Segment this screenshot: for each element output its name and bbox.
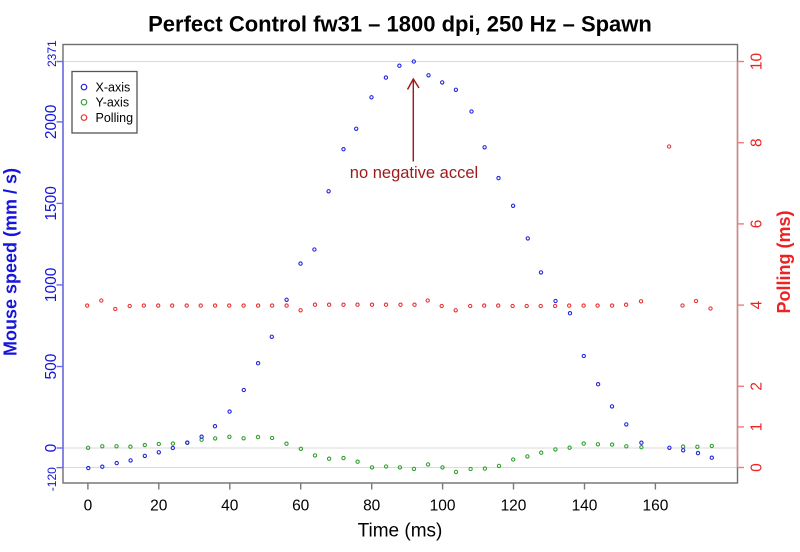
- svg-text:0: 0: [749, 463, 766, 472]
- svg-text:2: 2: [749, 382, 766, 391]
- svg-text:8: 8: [749, 138, 766, 147]
- svg-text:Mouse speed (mm / s): Mouse speed (mm / s): [1, 168, 21, 356]
- svg-text:120: 120: [501, 498, 527, 515]
- svg-text:2371: 2371: [45, 40, 59, 67]
- svg-text:40: 40: [221, 498, 239, 515]
- svg-text:1000: 1000: [43, 267, 60, 302]
- svg-text:6: 6: [749, 220, 766, 229]
- svg-text:Polling: Polling: [96, 111, 134, 125]
- svg-text:20: 20: [150, 498, 168, 515]
- svg-text:4: 4: [749, 300, 766, 309]
- svg-text:1: 1: [749, 423, 766, 432]
- svg-text:X-axis: X-axis: [96, 80, 131, 94]
- svg-text:10: 10: [749, 53, 766, 71]
- svg-text:2000: 2000: [43, 104, 60, 139]
- svg-text:Perfect Control fw31 – 1800 dp: Perfect Control fw31 – 1800 dpi, 250 Hz …: [148, 12, 652, 37]
- svg-text:Y-axis: Y-axis: [96, 96, 130, 110]
- svg-text:100: 100: [430, 498, 456, 515]
- svg-text:0: 0: [84, 498, 93, 515]
- svg-text:Polling (ms): Polling (ms): [774, 210, 794, 313]
- svg-text:no negative accel: no negative accel: [350, 164, 478, 182]
- svg-text:1500: 1500: [43, 186, 60, 221]
- svg-text:60: 60: [292, 498, 310, 515]
- svg-text:80: 80: [363, 498, 381, 515]
- svg-text:160: 160: [642, 498, 668, 515]
- svg-text:0: 0: [43, 443, 60, 452]
- svg-text:Time (ms): Time (ms): [358, 521, 443, 542]
- svg-text:-120: -120: [45, 467, 59, 491]
- svg-text:500: 500: [43, 353, 60, 379]
- svg-text:140: 140: [572, 498, 598, 515]
